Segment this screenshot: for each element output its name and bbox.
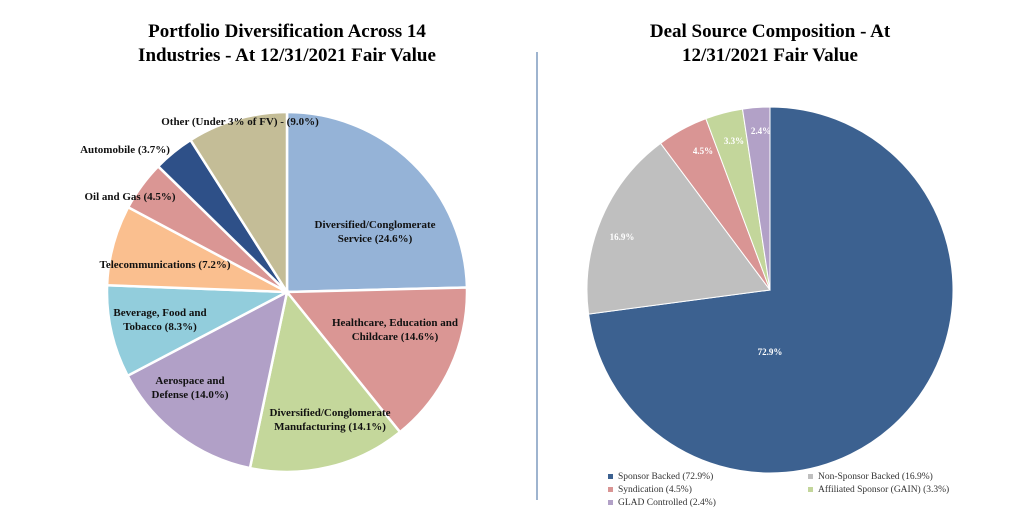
slice-label: Beverage, Food and Tobacco (8.3%) xyxy=(113,307,207,333)
pie-slice xyxy=(588,106,954,474)
data-label: 72.9% xyxy=(757,347,783,357)
legend-label: Syndication (4.5%) xyxy=(618,485,692,495)
legend-item: GLAD Controlled (2.4%) xyxy=(608,498,716,508)
chart-title: Portfolio Diversification Across 14 Indu… xyxy=(138,21,436,66)
slice-label: Diversified/Conglomerate Service (24.6%) xyxy=(314,219,436,245)
slice-label: Healthcare, Education and Childcare (14.… xyxy=(331,317,458,343)
legend-label: Non-Sponsor Backed (16.9%) xyxy=(818,472,933,482)
data-label: 2.4% xyxy=(750,126,772,136)
legend-item: Syndication (4.5%) xyxy=(608,485,692,495)
legend-label: Sponsor Backed (72.9%) xyxy=(618,472,714,482)
pie-slice xyxy=(586,142,771,315)
pie-slice xyxy=(285,110,469,294)
pie-slice xyxy=(125,289,289,470)
slice-label: Oil and Gas (4.5%) xyxy=(84,191,176,203)
legend-item: Affiliated Sponsor (GAIN) (3.3%) xyxy=(808,485,949,495)
slice-label: Aerospace and Defense (14.0%) xyxy=(151,375,229,401)
legend-label: GLAD Controlled (2.4%) xyxy=(618,498,716,508)
legend-swatch xyxy=(808,487,813,493)
slice-label: Other (Under 3% of FV) - (9.0%) xyxy=(161,116,319,128)
legend-item: Non-Sponsor Backed (16.9%) xyxy=(808,472,933,482)
legend-swatch xyxy=(608,487,613,493)
legend-item: Sponsor Backed (72.9%) xyxy=(608,472,713,482)
data-label: 16.9% xyxy=(609,232,635,242)
data-label: 3.3% xyxy=(723,136,745,146)
slice-label: Diversified/Conglomerate Manufacturing (… xyxy=(269,407,391,433)
slice-label: Telecommunications (7.2%) xyxy=(99,259,231,271)
legend-swatch xyxy=(608,474,613,480)
pie-slice xyxy=(248,289,402,474)
legend-swatch xyxy=(608,500,613,506)
pie-slice xyxy=(741,106,771,291)
pie-slice xyxy=(284,286,469,434)
pie-slice xyxy=(188,110,289,297)
chart-title: Deal Source Composition - At 12/31/2021 … xyxy=(649,21,891,66)
legend-swatch xyxy=(808,474,813,480)
data-label: 4.5% xyxy=(692,146,714,156)
pie-slice xyxy=(105,283,292,378)
slice-label: Automobile (3.7%) xyxy=(80,144,170,156)
legend-label: Affiliated Sponsor (GAIN) (3.3%) xyxy=(818,485,950,495)
